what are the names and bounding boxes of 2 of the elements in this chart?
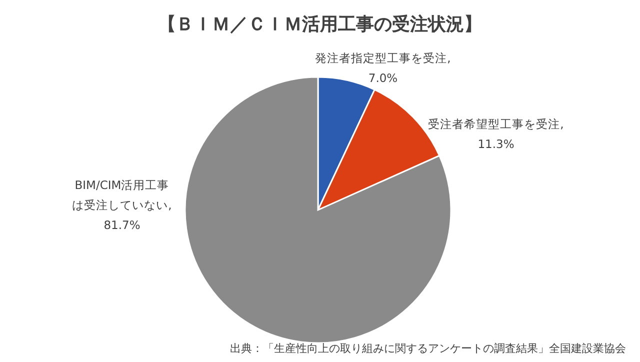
- title: 【ＢＩＭ／ＣＩＭ活用工事の受注状況】: [158, 14, 482, 35]
- annotation: 出典：「生産性向上の取り組みに関するアンケートの調査結果」全国建設業協会: [230, 342, 626, 355]
